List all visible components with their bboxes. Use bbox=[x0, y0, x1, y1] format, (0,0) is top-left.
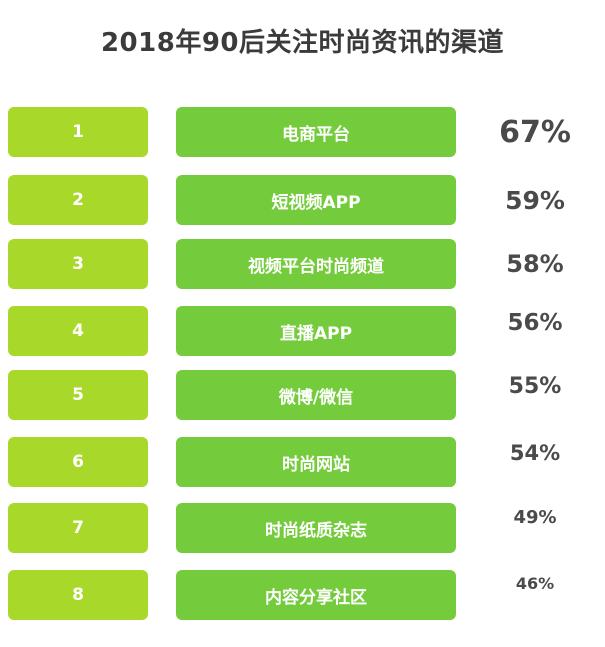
channel-label: 时尚纸质杂志 bbox=[176, 503, 456, 553]
channel-row: 6 时尚网站 54% bbox=[0, 437, 605, 487]
channel-label: 内容分享社区 bbox=[176, 570, 456, 620]
rank-number: 5 bbox=[8, 370, 148, 420]
rank-number: 6 bbox=[8, 437, 148, 487]
channel-label: 短视频APP bbox=[176, 175, 456, 225]
channel-row: 2 短视频APP 59% bbox=[0, 175, 605, 225]
rank-number: 3 bbox=[8, 239, 148, 289]
rank-number: 4 bbox=[8, 306, 148, 356]
percent-value: 46% bbox=[515, 574, 555, 593]
percent-value: 56% bbox=[507, 310, 563, 336]
chart-title: 2018年90后关注时尚资讯的渠道 bbox=[100, 28, 505, 58]
percent-value: 55% bbox=[508, 374, 562, 399]
channel-label: 电商平台 bbox=[176, 107, 456, 157]
channel-row: 4 直播APP 56% bbox=[0, 306, 605, 356]
channel-row: 1 电商平台 67% bbox=[0, 107, 605, 157]
channel-row: 7 时尚纸质杂志 49% bbox=[0, 503, 605, 553]
percent-value: 58% bbox=[506, 250, 564, 278]
channel-label: 时尚网站 bbox=[176, 437, 456, 487]
channel-row: 3 视频平台时尚频道 58% bbox=[0, 239, 605, 289]
rank-number: 8 bbox=[8, 570, 148, 620]
channel-label: 视频平台时尚频道 bbox=[176, 239, 456, 289]
rank-number: 1 bbox=[8, 107, 148, 157]
channel-label: 直播APP bbox=[176, 306, 456, 356]
percent-value: 54% bbox=[509, 441, 561, 465]
channel-label: 微博/微信 bbox=[176, 370, 456, 420]
rank-number: 2 bbox=[8, 175, 148, 225]
percent-value: 59% bbox=[505, 185, 565, 215]
channel-row: 5 微博/微信 55% bbox=[0, 370, 605, 420]
percent-value: 49% bbox=[513, 507, 557, 528]
rank-number: 7 bbox=[8, 503, 148, 553]
channel-row: 8 内容分享社区 46% bbox=[0, 570, 605, 620]
percent-value: 67% bbox=[499, 114, 571, 150]
